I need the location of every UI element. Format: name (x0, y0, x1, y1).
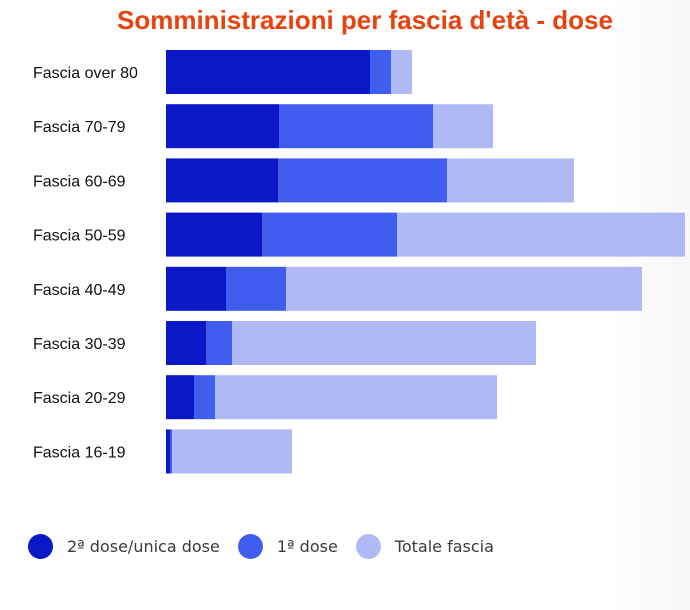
bar-row-fascia-70-79: Fascia 70-79 (33, 104, 493, 149)
category-label: Fascia over 80 (33, 65, 138, 82)
bar-segment-first-dose[interactable] (170, 429, 172, 474)
bar-segment-total[interactable] (172, 429, 292, 474)
bar-row-fascia-30-39: Fascia 30-39 (33, 321, 536, 365)
category-label: Fascia 20-29 (33, 390, 126, 407)
category-label: Fascia 30-39 (33, 336, 126, 353)
bar-row-fascia-20-29: Fascia 20-29 (33, 375, 497, 420)
bar-chart: Fascia over 80 Fascia 70-79 Fascia 60-69 Fa… (33, 50, 685, 474)
bar-segment-second-dose[interactable] (166, 429, 170, 474)
bar-segment-total[interactable] (397, 212, 685, 257)
bar-segment-total[interactable] (232, 321, 536, 365)
bar-segment-first-dose[interactable] (194, 375, 215, 420)
chart-title: Somministrazioni per fascia d'età - dose (117, 5, 613, 35)
bar-segment-first-dose[interactable] (262, 212, 397, 257)
bar-segment-second-dose[interactable] (166, 50, 370, 94)
category-label: Fascia 40-49 (33, 282, 126, 299)
bar-segment-total[interactable] (433, 104, 493, 149)
legend-swatch-second-dose (28, 533, 53, 559)
bar-segment-first-dose[interactable] (279, 104, 433, 149)
category-label: Fascia 50-59 (33, 228, 126, 245)
bar-segment-total[interactable] (391, 50, 412, 94)
bar-row-fascia-16-19: Fascia 16-19 (33, 429, 292, 474)
bar-row-fascia-60-69: Fascia 60-69 (33, 158, 574, 203)
bar-segment-second-dose[interactable] (166, 321, 206, 365)
bar-segment-second-dose[interactable] (166, 375, 194, 420)
bar-segment-second-dose[interactable] (166, 212, 262, 257)
bar-row-fascia-40-49: Fascia 40-49 (33, 266, 642, 311)
bar-segment-total[interactable] (447, 158, 574, 203)
legend-item-total[interactable]: Totale fascia (355, 533, 494, 559)
bar-segment-total[interactable] (215, 375, 497, 420)
bar-row-fascia-50-59: Fascia 50-59 (33, 212, 685, 257)
bar-segment-first-dose[interactable] (278, 158, 447, 203)
bar-segment-first-dose[interactable] (370, 50, 391, 94)
bar-segment-second-dose[interactable] (166, 266, 226, 311)
bar-segment-second-dose[interactable] (166, 104, 279, 149)
legend-item-second-dose[interactable]: 2ª dose/unica dose (28, 533, 220, 559)
category-label: Fascia 70-79 (33, 119, 126, 136)
category-label: Fascia 16-19 (33, 444, 126, 461)
legend-swatch-first-dose (237, 533, 263, 559)
legend-item-first-dose[interactable]: 1ª dose (237, 533, 338, 559)
bar-segment-total[interactable] (286, 266, 642, 311)
bar-segment-second-dose[interactable] (166, 158, 278, 203)
chart-legend: 2ª dose/unica dose 1ª dose Totale fascia (28, 531, 512, 561)
bar-segment-first-dose[interactable] (226, 266, 286, 311)
legend-swatch-total (355, 533, 381, 559)
bar-segment-first-dose[interactable] (206, 321, 232, 365)
category-label: Fascia 60-69 (33, 173, 126, 190)
legend-label-total: Totale fascia (394, 536, 494, 556)
bar-row-fascia-over-80: Fascia over 80 (33, 50, 412, 94)
legend-label-first-dose: 1ª dose (276, 536, 338, 556)
legend-label-second-dose: 2ª dose/unica dose (67, 536, 220, 556)
